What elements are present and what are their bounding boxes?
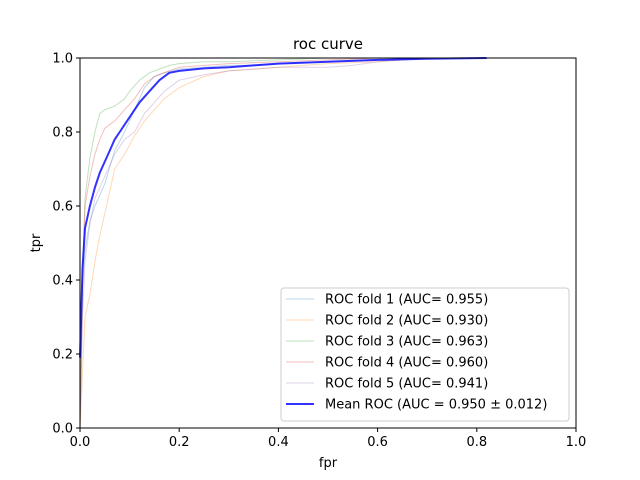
plot-frame — [79, 57, 577, 429]
roc-fold-5-line — [79, 57, 576, 429]
x-tick-label: 0.4 — [268, 435, 289, 450]
y-axis-ticks: 0.0 0.2 0.4 0.6 0.8 1.0 — [52, 52, 80, 437]
mean-roc-line — [79, 57, 487, 358]
y-tick-label: 1.0 — [52, 52, 73, 67]
x-tick-label: 0.8 — [466, 435, 487, 450]
x-tick-label: 0.6 — [367, 435, 388, 450]
roc-fold-4-line — [79, 57, 576, 429]
legend-items: ROC fold 1 (AUC= 0.955) ROC fold 2 (AUC= … — [286, 293, 547, 413]
legend-label: ROC fold 4 (AUC= 0.960) — [325, 356, 488, 371]
y-axis-label: tpr — [29, 233, 44, 252]
x-axis-ticks: 0.0 0.2 0.4 0.6 0.8 1.0 — [70, 428, 587, 450]
x-tick-label: 0.0 — [70, 435, 91, 450]
chart-title: roc curve — [293, 35, 363, 53]
y-tick-label: 0.8 — [52, 126, 73, 141]
legend-label: ROC fold 5 (AUC= 0.941) — [325, 377, 488, 392]
legend-box — [280, 287, 570, 422]
roc-fold-2-line — [79, 57, 576, 429]
legend-label: Mean ROC (AUC = 0.950 ± 0.012) — [325, 398, 547, 413]
roc-curves — [79, 57, 576, 429]
y-tick-label: 0.2 — [52, 348, 73, 363]
y-tick-label: 0.4 — [52, 274, 73, 289]
x-axis-label: fpr — [319, 456, 338, 471]
roc-fold-3-line — [79, 57, 576, 429]
legend-label: ROC fold 1 (AUC= 0.955) — [325, 293, 488, 308]
y-tick-label: 0.6 — [52, 200, 73, 215]
legend-label: ROC fold 2 (AUC= 0.930) — [325, 314, 488, 329]
y-tick-label: 0.0 — [52, 422, 73, 437]
x-tick-label: 0.2 — [169, 435, 190, 450]
legend: ROC fold 1 (AUC= 0.955) ROC fold 2 (AUC= … — [280, 287, 570, 422]
legend-label: ROC fold 3 (AUC= 0.963) — [325, 335, 488, 350]
x-tick-label: 1.0 — [566, 435, 587, 450]
